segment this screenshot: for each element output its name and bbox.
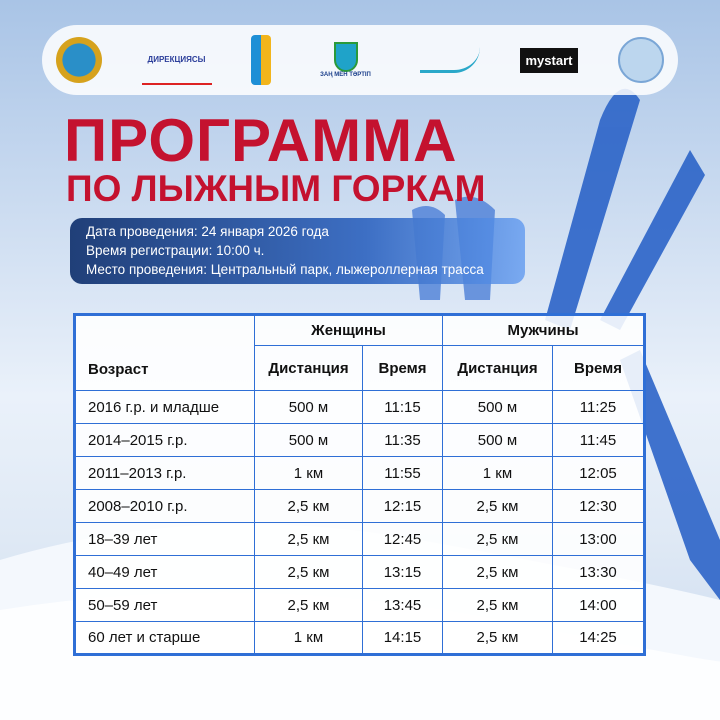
cell-women-distance: 2,5 км <box>254 489 363 523</box>
cell-men-time: 14:25 <box>552 621 645 655</box>
header-women-distance: Дистанция <box>254 345 363 391</box>
cell-women-time: 12:15 <box>362 489 443 523</box>
cell-age: 2008–2010 г.р. <box>74 489 255 523</box>
zan-men-tartip-logo: ЗАҢ МЕН ТӘРТІП <box>311 35 381 85</box>
cell-women-distance: 500 м <box>254 390 363 424</box>
header-women-time: Время <box>362 345 443 391</box>
cell-women-time: 11:35 <box>362 423 443 457</box>
header-women: Женщины <box>254 314 443 346</box>
event-date: Дата проведения: 24 января 2026 года <box>86 224 329 239</box>
cell-age: 40–49 лет <box>74 555 255 589</box>
cell-women-time: 11:55 <box>362 456 443 490</box>
header-age: Возраст <box>74 314 255 391</box>
cell-women-distance: 500 м <box>254 423 363 457</box>
direktsiya-logo: ДИРЕКЦИЯСЫ <box>141 35 212 85</box>
cell-men-distance: 500 м <box>442 423 553 457</box>
cell-women-time: 13:45 <box>362 588 443 622</box>
cell-men-time: 11:25 <box>552 390 645 424</box>
header-men: Мужчины <box>442 314 645 346</box>
federation-seal-logo <box>617 37 664 83</box>
cell-women-time: 11:15 <box>362 390 443 424</box>
cell-men-distance: 2,5 км <box>442 522 553 556</box>
zan-logo-text: ЗАҢ МЕН ТӘРТІП <box>320 72 371 78</box>
table-row: 50–59 лет 2,5 км 13:45 2,5 км 14:00 <box>74 588 645 622</box>
table-row: 40–49 лет 2,5 км 13:15 2,5 км 13:30 <box>74 555 645 589</box>
cell-age: 2014–2015 г.р. <box>74 423 255 457</box>
cell-men-distance: 2,5 км <box>442 555 553 589</box>
cell-women-time: 13:15 <box>362 555 443 589</box>
cell-men-distance: 2,5 км <box>442 588 553 622</box>
cell-men-distance: 500 м <box>442 390 553 424</box>
cell-men-distance: 1 км <box>442 456 553 490</box>
astana-emblem-logo <box>56 37 102 83</box>
cell-age: 18–39 лет <box>74 522 255 556</box>
cell-women-distance: 1 км <box>254 456 363 490</box>
table-row: 60 лет и старше 1 км 14:15 2,5 км 14:25 <box>74 621 645 655</box>
cell-men-time: 12:05 <box>552 456 645 490</box>
cell-age: 2016 г.р. и младше <box>74 390 255 424</box>
cell-age: 60 лет и старше <box>74 621 255 655</box>
cell-women-distance: 2,5 км <box>254 522 363 556</box>
cell-men-time: 11:45 <box>552 423 645 457</box>
page-subtitle: ПО ЛЫЖНЫМ ГОРКАМ <box>66 168 486 209</box>
event-info-box: Дата проведения: 24 января 2026 года Вре… <box>70 218 525 284</box>
schedule-table: Возраст Женщины Мужчины Дистанция Время … <box>73 313 646 656</box>
cell-women-distance: 1 км <box>254 621 363 655</box>
cell-age: 2011–2013 г.р. <box>74 456 255 490</box>
page-title: ПРОГРАММА <box>64 107 458 174</box>
cell-men-distance: 2,5 км <box>442 489 553 523</box>
cell-women-time: 14:15 <box>362 621 443 655</box>
snowflake-logo <box>251 35 271 85</box>
header-men-time: Время <box>552 345 645 391</box>
registration-time: Время регистрации: 10:00 ч. <box>86 243 265 258</box>
cell-men-time: 13:00 <box>552 522 645 556</box>
partner-logos-bar: ДИРЕКЦИЯСЫ ЗАҢ МЕН ТӘРТІП mystart <box>42 25 678 95</box>
cell-men-time: 12:30 <box>552 489 645 523</box>
mystart-logo: mystart <box>519 47 579 73</box>
shield-icon <box>333 42 358 72</box>
table-row: 2014–2015 г.р. 500 м 11:35 500 м 11:45 <box>74 423 645 457</box>
event-place: Место проведения: Центральный парк, лыже… <box>86 262 484 277</box>
cell-women-time: 12:45 <box>362 522 443 556</box>
table-row: 2016 г.р. и младше 500 м 11:15 500 м 11:25 <box>74 390 645 424</box>
cell-men-distance: 2,5 км <box>442 621 553 655</box>
cell-age: 50–59 лет <box>74 588 255 622</box>
header-men-distance: Дистанция <box>442 345 553 391</box>
table-row: 18–39 лет 2,5 км 12:45 2,5 км 13:00 <box>74 522 645 556</box>
cell-men-time: 13:30 <box>552 555 645 589</box>
table-row: 2011–2013 г.р. 1 км 11:55 1 км 12:05 <box>74 456 645 490</box>
cell-women-distance: 2,5 км <box>254 588 363 622</box>
table-row: 2008–2010 г.р. 2,5 км 12:15 2,5 км 12:30 <box>74 489 645 523</box>
ski-federation-logo <box>420 47 480 73</box>
cell-men-time: 14:00 <box>552 588 645 622</box>
cell-women-distance: 2,5 км <box>254 555 363 589</box>
